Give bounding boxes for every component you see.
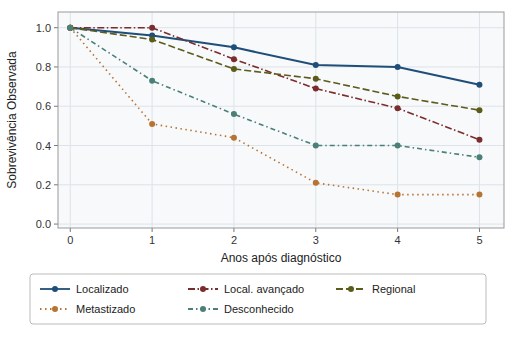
y-tick-label: 0.2	[36, 179, 51, 191]
x-tick	[152, 228, 153, 232]
y-tick	[54, 27, 58, 28]
y-axis-label: Sobrevivência Observada	[5, 51, 19, 189]
series-marker	[313, 86, 319, 92]
x-tick	[70, 228, 71, 232]
series-marker	[149, 78, 155, 84]
series-marker	[67, 25, 73, 31]
legend-label: Metastizado	[76, 303, 135, 315]
chart: 0 1 2 3 4 5 0.0 0.2 0.4 0.6 0.8 1.0 Anos após diagnó…	[0, 0, 516, 345]
series-marker	[149, 25, 155, 31]
legend-marker	[200, 286, 206, 292]
x-tick	[397, 228, 398, 232]
series-marker	[395, 192, 401, 198]
series-marker	[231, 66, 237, 72]
x-grid-line	[70, 12, 71, 228]
x-tick-label: 1	[149, 234, 155, 246]
y-tick	[54, 145, 58, 146]
x-tick	[479, 228, 480, 232]
y-tick-label: 0.6	[36, 100, 51, 112]
x-tick-label: 3	[313, 234, 319, 246]
series-group	[67, 25, 482, 198]
plot-frame	[58, 12, 504, 228]
series-marker	[231, 111, 237, 117]
legend-marker	[52, 286, 58, 292]
y-tick	[54, 224, 58, 225]
series-marker	[313, 180, 319, 186]
series-line	[70, 28, 479, 158]
series-marker	[395, 105, 401, 111]
x-tick	[233, 228, 234, 232]
legend-marker	[200, 306, 206, 312]
series-marker	[67, 25, 73, 31]
y-grid-line	[58, 224, 504, 225]
y-tick	[54, 184, 58, 185]
y-grid-line	[58, 184, 504, 185]
series-marker	[476, 192, 482, 198]
legend-label: Localizado	[76, 283, 129, 295]
y-tick-label: 0.4	[36, 140, 51, 152]
series-marker	[395, 93, 401, 99]
legend-box	[30, 274, 486, 324]
series	[67, 25, 482, 143]
tick-labels: 0 1 2 3 4 5 0.0 0.2 0.4 0.6 0.8 1.0	[36, 22, 483, 246]
series-marker	[395, 143, 401, 149]
y-grid-line	[58, 106, 504, 107]
legend-label: Desconhecido	[224, 303, 294, 315]
plot-area	[58, 12, 504, 228]
legend-label: Regional	[372, 283, 415, 295]
y-tick-label: 0.0	[36, 218, 51, 230]
x-tick-label: 2	[231, 234, 237, 246]
legend-label: Local. avançado	[224, 283, 304, 295]
series-marker	[231, 56, 237, 62]
legend-marker	[348, 286, 354, 292]
grid	[58, 12, 504, 228]
x-grid-line	[315, 12, 316, 228]
x-tick	[315, 228, 316, 232]
series-marker	[67, 25, 73, 31]
x-tick-label: 5	[476, 234, 482, 246]
y-grid-line	[58, 145, 504, 146]
series-marker	[67, 25, 73, 31]
y-tick-label: 1.0	[36, 22, 51, 34]
series-marker	[231, 135, 237, 141]
series	[67, 25, 482, 198]
y-tick-label: 0.8	[36, 61, 51, 73]
legend-marker	[52, 306, 58, 312]
series-marker	[231, 44, 237, 50]
series-marker	[395, 64, 401, 70]
x-axis-label: Anos após diagnóstico	[221, 251, 342, 265]
legend: Localizado Local. avançado Regional Metasti…	[30, 274, 486, 324]
x-grid-line	[152, 12, 153, 228]
series-marker	[476, 154, 482, 160]
series-line	[70, 28, 479, 140]
series-line	[70, 28, 479, 195]
y-tick	[54, 106, 58, 107]
series-marker	[67, 25, 73, 31]
series-marker	[313, 62, 319, 68]
y-grid-line	[58, 66, 504, 67]
series-marker	[313, 143, 319, 149]
series-marker	[149, 121, 155, 127]
series	[67, 25, 482, 88]
series-marker	[476, 107, 482, 113]
series-marker	[476, 82, 482, 88]
series	[67, 25, 482, 113]
series-marker	[313, 76, 319, 82]
series	[67, 25, 482, 161]
series-marker	[476, 137, 482, 143]
series-marker	[149, 36, 155, 42]
x-tick-label: 0	[67, 234, 73, 246]
x-tick-label: 4	[395, 234, 401, 246]
y-tick	[54, 66, 58, 67]
series-line	[70, 28, 479, 110]
